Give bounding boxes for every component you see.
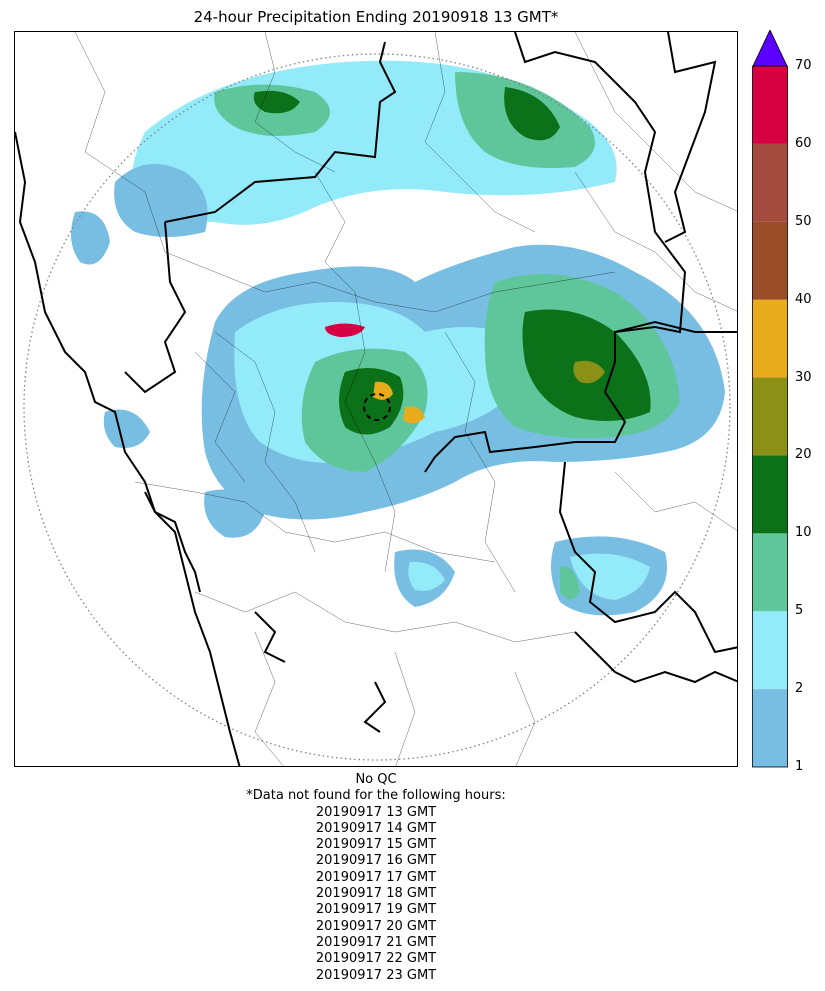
- colorbar-bin: [752, 455, 788, 534]
- colorbar-tick-label: 40: [795, 291, 812, 307]
- coastline: [15, 131, 241, 766]
- precip-area-north-dark: [504, 87, 560, 141]
- colorbar-bin: [752, 689, 788, 767]
- precip-area-west-blue: [71, 211, 110, 265]
- missing-hour: 20190917 15 GMT: [315, 837, 437, 853]
- missing-hour: 20190917 17 GMT: [315, 869, 437, 885]
- missing-hour: 20190917 16 GMT: [315, 853, 437, 869]
- colorbar-tick-label: 2: [795, 681, 804, 697]
- colorbar-tick-label: 70: [795, 58, 812, 73]
- colorbar-tick-label: 5: [795, 603, 804, 619]
- colorbar-bin: [752, 299, 788, 378]
- missing-header: *Data not found for the following hours:: [246, 788, 506, 804]
- missing-hour: 20190917 18 GMT: [315, 886, 437, 902]
- state-boundaries: [124, 32, 737, 733]
- colorbar-bins: [752, 66, 788, 767]
- colorbar-bin: [752, 611, 788, 690]
- precip-area-east-olive: [573, 360, 605, 384]
- colorbar-bin: [752, 377, 788, 456]
- map-title: 24-hour Precipitation Ending 20190918 13…: [193, 8, 559, 26]
- colorbar-tick-label: 20: [795, 447, 812, 463]
- missing-hours-list: 20190917 13 GMT 20190917 14 GMT 20190917 1…: [14, 805, 738, 984]
- district-boundaries: [74, 32, 737, 766]
- colorbar-tick-label: 60: [795, 135, 812, 151]
- missing-hour: 20190917 22 GMT: [315, 951, 437, 967]
- colorbar: [752, 30, 788, 768]
- missing-hour: 20190917 23 GMT: [315, 967, 437, 983]
- precip-area-sw-blue: [204, 489, 265, 538]
- colorbar-extend-arrow: [752, 30, 788, 67]
- colorbar-tick-label: 30: [795, 369, 812, 385]
- precip-area-se-green: [560, 566, 580, 600]
- precip-field: [71, 60, 725, 616]
- radar-range-ring: [23, 53, 731, 761]
- caption: No QC *Data not found for the following …: [14, 772, 738, 984]
- colorbar-bin: [752, 533, 788, 612]
- missing-hour: 20190917 20 GMT: [315, 918, 437, 934]
- precip-area-south-cyan: [408, 561, 445, 591]
- colorbar-bin: [752, 66, 788, 144]
- radar-map: [14, 31, 738, 767]
- precip-area-west-blue-2: [103, 409, 150, 448]
- missing-hour: 20190917 21 GMT: [315, 934, 437, 950]
- radar-map-canvas: [15, 32, 737, 766]
- missing-hour: 20190917 19 GMT: [315, 902, 437, 918]
- colorbar-bin: [752, 221, 788, 300]
- radar-site-ring: [363, 393, 391, 421]
- colorbar-tick-label: 1: [795, 759, 804, 774]
- colorbar-tick-label: 50: [795, 213, 812, 229]
- colorbar-tick-label: 10: [795, 525, 812, 541]
- precip-area-hot-cell: [325, 323, 365, 337]
- qc-note: No QC: [355, 772, 397, 787]
- precip-area-center-orange-2: [403, 406, 425, 424]
- precip-area-se-cyan: [570, 553, 650, 600]
- colorbar-bin: [752, 143, 788, 222]
- missing-hour: 20190917 14 GMT: [315, 820, 437, 836]
- precip-area-center-orange: [373, 381, 393, 400]
- missing-hour: 20190917 13 GMT: [315, 804, 437, 820]
